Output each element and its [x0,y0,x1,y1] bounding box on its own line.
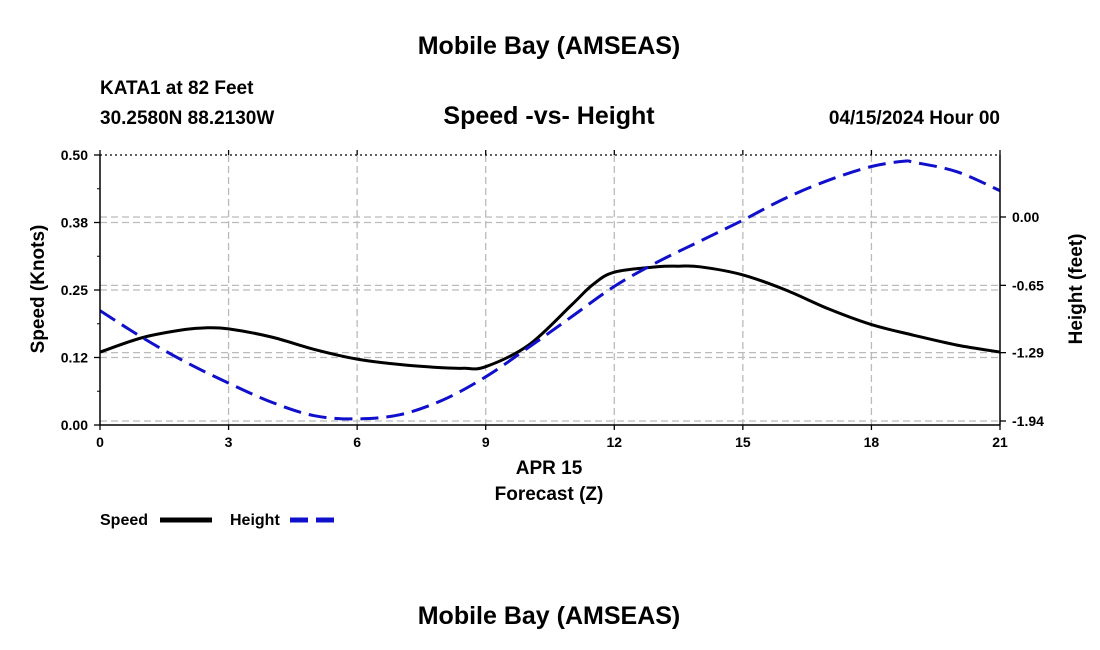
y2-axis-label: Height (feet) [1066,234,1087,345]
footer-title: Mobile Bay (AMSEAS) [418,602,681,630]
y2-tick-label: -1.94 [1012,413,1044,429]
y2-tick-label: -0.65 [1012,277,1044,293]
tick-labels: 0 3 6 9 12 15 18 21 0.00 0.12 0.25 0.38 0.50 0.00 -0.6… [61,147,1044,450]
y-axis-label: Speed (Knots) [28,225,49,354]
x-tick-label: 21 [992,434,1008,450]
x-axis-date-label: APR 15 [516,458,583,479]
legend-height-label: Height [230,512,280,529]
height-series-line [100,159,1000,421]
station-label: KATA1 at 82 Feet [100,78,254,99]
forecast-datetime: 04/15/2024 Hour 00 [829,108,1000,129]
grid [100,155,1000,425]
x-axis-label: Forecast (Z) [495,484,604,505]
legend-speed-label: Speed [100,512,148,529]
speed-series-line [100,264,1000,371]
x-tick-label: 15 [735,434,751,450]
x-tick-label: 6 [353,434,361,450]
x-tick-label: 9 [482,434,490,450]
y-tick-label: 0.12 [61,350,88,366]
y-tick-label: 0.50 [61,147,88,163]
chart-subtitle: Speed -vs- Height [443,102,655,130]
legend: Speed Height [100,512,342,529]
chart-title: Mobile Bay (AMSEAS) [418,32,681,60]
y2-tick-label: 0.00 [1012,209,1039,225]
x-tick-label: 12 [606,434,622,450]
y2-tick-label: -1.29 [1012,345,1044,361]
x-tick-label: 0 [96,434,104,450]
y-tick-label: 0.38 [61,215,88,231]
y-tick-label: 0.00 [61,417,88,433]
y-tick-label: 0.25 [61,282,88,298]
x-tick-label: 3 [225,434,233,450]
x-tick-label: 18 [864,434,880,450]
axes-frame [94,150,1006,430]
plot-series [100,159,1000,421]
coordinates-label: 30.2580N 88.2130W [100,108,274,129]
